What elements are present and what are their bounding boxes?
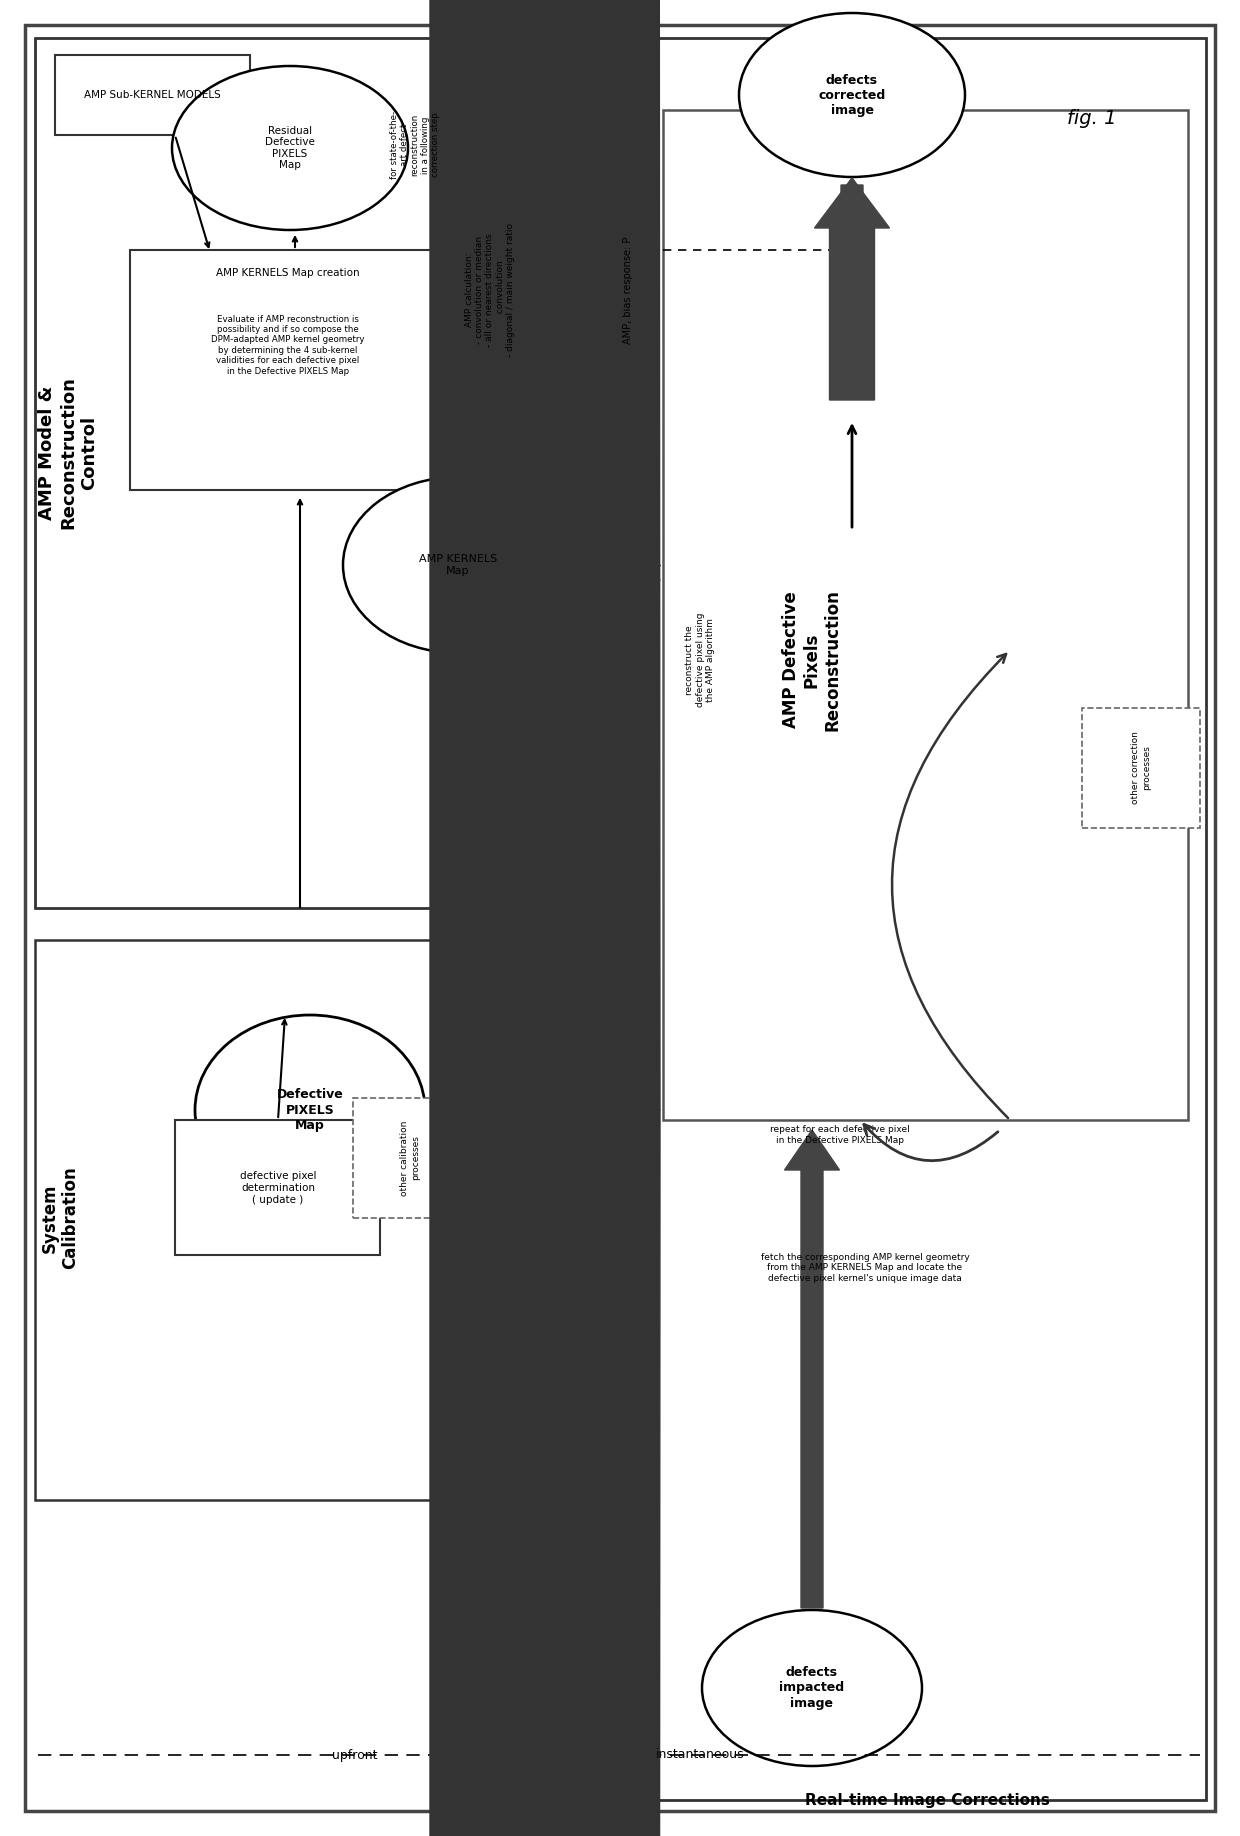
Ellipse shape [343,477,573,654]
Ellipse shape [702,1610,923,1766]
Bar [1083,709,1200,828]
FancyArrowPatch shape [864,1124,998,1160]
Text: other calibration
processes: other calibration processes [401,1120,419,1195]
Bar [663,110,1188,1120]
Bar [35,940,460,1500]
FancyArrow shape [815,178,889,400]
Text: upfront: upfront [332,1748,378,1761]
Text: Defective
PIXELS
Map: Defective PIXELS Map [277,1089,343,1131]
Text: AMP Defective
Pixels
Reconstruction: AMP Defective Pixels Reconstruction [782,589,842,731]
Ellipse shape [739,13,965,176]
Text: repeat for each defective pixel
in the Defective PIXELS Map: repeat for each defective pixel in the D… [770,1125,910,1144]
FancyArrow shape [435,1072,660,1148]
Text: defects
impacted
image: defects impacted image [780,1667,844,1709]
Text: fetch the corresponding AMP kernel geometry
from the AMP KERNELS Map and locate : fetch the corresponding AMP kernel geome… [760,1254,970,1283]
Text: for state-of-the-
art defect
reconstruction
in a following
correction step: for state-of-the- art defect reconstruct… [389,110,440,180]
Text: instantaneous: instantaneous [656,1748,744,1761]
FancyArrow shape [570,542,660,617]
FancyArrowPatch shape [892,654,1008,1118]
Text: other correction
processes: other correction processes [1131,731,1151,804]
Text: fig. 1: fig. 1 [1068,108,1117,127]
Text: Evaluate if AMP reconstruction is
possibility and if so compose the
DPM-adapted : Evaluate if AMP reconstruction is possib… [211,314,365,376]
Bar [175,1120,379,1256]
Ellipse shape [172,66,408,230]
Bar [649,39,1207,1799]
Text: AMP KERNELS
Map: AMP KERNELS Map [419,554,497,577]
Text: System
Calibration: System Calibration [41,1166,79,1269]
FancyArrow shape [825,178,879,218]
Text: AMP Model &
Reconstruction
Control: AMP Model & Reconstruction Control [38,376,98,529]
Text: AMP calculation:
- convolution or median
- all or nearest directions
  convoluti: AMP calculation: - convolution or median… [465,222,516,356]
Ellipse shape [195,1015,425,1204]
FancyArrow shape [785,1129,839,1608]
Text: Real-time Image Corrections: Real-time Image Corrections [805,1792,1049,1807]
FancyArrow shape [430,0,660,1836]
Text: AMP Sub-KERNEL MODELS: AMP Sub-KERNEL MODELS [83,90,221,99]
Text: reconstruct the
defective pixel using
the AMP algorithm: reconstruct the defective pixel using th… [686,613,715,707]
Bar [353,1098,467,1217]
Bar [35,39,635,909]
Text: defective pixel
determination
( update ): defective pixel determination ( update ) [239,1171,316,1204]
Text: defects
corrected
image: defects corrected image [818,73,885,116]
Text: AMP KERNELS Map creation: AMP KERNELS Map creation [216,268,360,277]
Bar [55,55,250,136]
Bar [130,250,445,490]
Text: AMP, bias response: P: AMP, bias response: P [622,237,632,343]
Text: Residual
Defective
PIXELS
Map: Residual Defective PIXELS Map [265,125,315,171]
